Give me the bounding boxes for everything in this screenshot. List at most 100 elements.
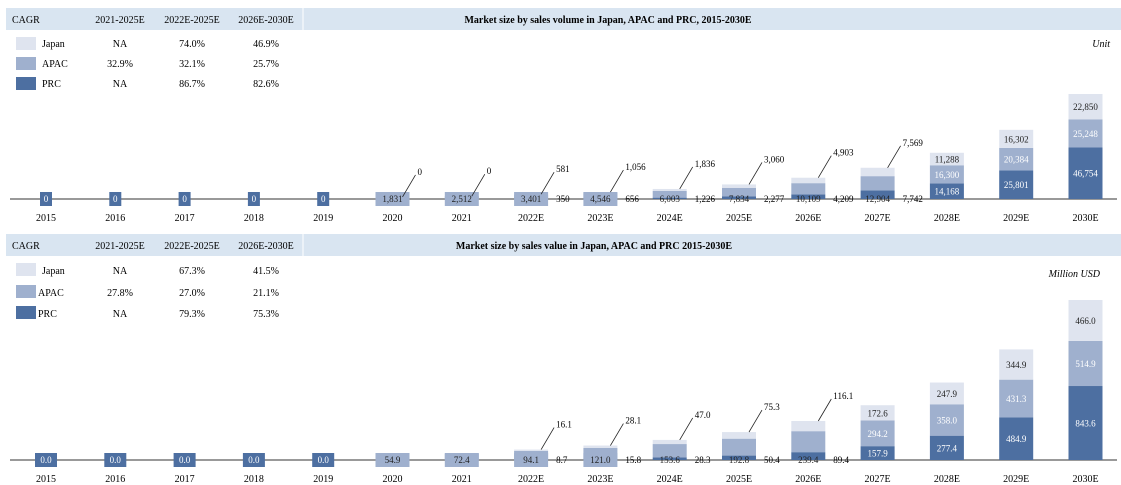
value-2030e-category-label: 2030E [1072,474,1098,485]
value-2017-category-label: 2017 [175,474,195,485]
volume-2024e-apac-label: 6,003 [660,194,681,204]
volume-2024e-apac-bar [652,190,687,198]
value-2019-category-label: 2019 [313,474,333,485]
value-cagr-japan-2022-2025: 67.3% [179,266,205,277]
value-2026e-apac-label: 239.4 [798,455,819,465]
value-2021-category-label: 2021 [452,474,472,485]
volume-2026e-japan-leader [817,155,832,178]
volume-2022e-apac-chip [514,192,549,206]
value-bars: 2015 0.0 2016 0.0 2017 0.0 2018 0.0 2019 0.0 2020 5… [35,300,1103,485]
volume-2025e-japan-bar [722,184,756,188]
volume-2023e-apac-label: 4,546 [590,194,611,204]
volume-2019-category-label: 2019 [313,213,333,224]
value-chart-title: Market size by sales value in Japan, APA… [456,241,733,252]
value-2020-apac-chip [375,453,410,467]
volume-2030e-japan-bar [1068,94,1103,120]
volume-legend-swatch-prc [16,77,36,90]
value-2026e-japan-bar [791,420,826,432]
value-2018-prc-bar [242,453,265,467]
value-2029e-japan-bar [999,349,1034,380]
value-2025e-prc-bar [722,455,756,460]
volume-2026e-japan-label: 4,903 [833,148,854,158]
value-cagr-header-2021-2025: 2021-2025E [95,241,144,252]
volume-2017-prc-bar [178,192,191,206]
volume-cagr-header-2022-2025: 2022E-2025E [164,15,220,26]
value-2028e-category-label: 2028E [934,474,960,485]
volume-2030e-prc-bar [1068,147,1103,199]
value-legend-label-apac: APAC [38,288,64,299]
volume-2025e-apac-label: 7,834 [729,194,750,204]
value-2024e-japan-label: 47.0 [695,410,711,420]
volume-2026e-apac-label: 10,109 [796,194,821,204]
value-2023e-apac-chip [583,453,618,467]
value-header-bar [6,234,1121,256]
value-2024e-japan-bar [652,439,687,445]
value-2026e-apac-bar [791,431,826,453]
value-2024e-category-label: 2024E [657,474,683,485]
value-2025e-category-label: 2025E [726,474,752,485]
volume-cagr-header-2026-2030: 2026E-2030E [238,15,294,26]
value-cagr-header-2022-2025: 2022E-2025E [164,241,220,252]
volume-2018-prc-bar [247,192,260,206]
volume-2015-category-label: 2015 [36,213,56,224]
value-panel: CAGR 2021-2025E 2022E-2025E 2026E-2030E … [6,234,1121,485]
volume-2028e-japan-label: 11,288 [935,155,960,165]
volume-2018-prc-label: 0 [252,194,257,204]
value-2026e-prc-bar [791,452,826,460]
value-2018-category-label: 2018 [244,474,264,485]
value-2022e-apac-chip [514,453,549,467]
volume-2028e-category-label: 2028E [934,213,960,224]
volume-2023e-japan-leader [610,169,624,193]
volume-2024e-category-label: 2024E [657,213,683,224]
volume-2021-apac-label: 2,512 [452,194,472,204]
value-legend-label-prc: PRC [38,309,57,320]
volume-2024e-japan-bar [652,188,687,191]
volume-legend-swatch-japan [16,37,36,50]
volume-cagr-japan-2026-2030: 46.9% [253,39,279,50]
volume-cagr-prc-2026-2030: 82.6% [253,79,279,90]
value-2022e-japan-bar [514,449,549,451]
volume-cagr-prc-2021-2025: NA [113,79,128,90]
volume-2016-prc-label: 0 [113,194,118,204]
volume-2019-prc-bar [317,192,330,206]
volume-cagr-apac-2022-2025: 32.1% [179,59,205,70]
value-2022e-category-label: 2022E [518,474,544,485]
value-2019-prc-label: 0.0 [318,455,330,465]
value-2016-prc-bar [104,453,127,467]
volume-2027e-prc-label: 7,742 [903,194,923,204]
value-2027e-prc-label: 157.9 [867,449,888,459]
volume-2015-prc-label: 0 [44,194,49,204]
value-2025e-prc-label: 50.4 [764,455,780,465]
value-cagr-prc-2026-2030: 75.3% [253,309,279,320]
volume-2027e-category-label: 2027E [865,213,891,224]
volume-cagr-japan-2022-2025: 74.0% [179,39,205,50]
volume-2020-category-label: 2020 [383,213,403,224]
value-2028e-prc-label: 277.4 [937,443,958,453]
value-2026e-japan-leader [817,398,832,422]
value-2017-prc-bar [173,453,196,467]
value-2021-apac-label: 72.4 [454,455,470,465]
value-2023e-prc-label: 15.8 [625,455,641,465]
volume-2029e-prc-bar [999,170,1034,199]
volume-2015-prc-bar [40,192,52,206]
volume-unit-label: Unit [1092,39,1110,50]
value-2023e-japan-leader [610,423,624,446]
volume-2026e-prc-bar [791,194,826,199]
volume-2017-category-label: 2017 [175,213,195,224]
volume-cagr-apac-2026-2030: 25.7% [253,59,279,70]
volume-2025e-apac-bar [722,187,756,197]
volume-2030e-prc-label: 46,754 [1073,169,1098,179]
volume-2025e-japan-leader [748,162,763,185]
value-cagr-apac-2021-2025: 27.8% [107,288,133,299]
value-legend-swatch-apac [16,285,36,298]
volume-2030e-japan-label: 22,850 [1073,102,1098,112]
value-2030e-prc-bar [1068,386,1103,460]
volume-2021-japan-leader [471,174,486,197]
volume-2016-prc-bar [109,192,122,206]
volume-2025e-prc-bar [722,196,756,199]
value-2026e-prc-label: 89.4 [833,455,849,465]
value-2029e-japan-label: 344.9 [1006,360,1027,370]
value-2023e-japan-label: 28.1 [625,416,641,426]
volume-2018-category-label: 2018 [244,213,264,224]
